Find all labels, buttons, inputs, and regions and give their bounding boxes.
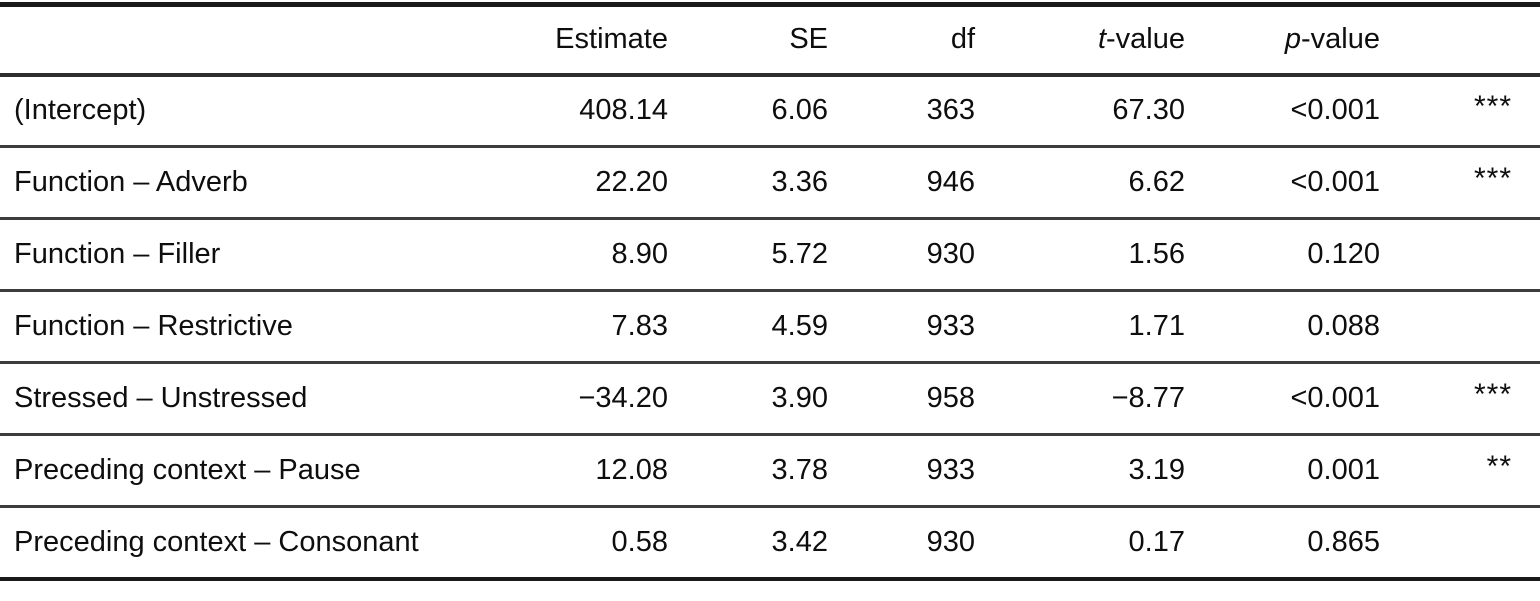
- df-cell: 363: [926, 94, 975, 127]
- se-cell: 6.06: [771, 94, 828, 127]
- term-cell: (Intercept): [14, 94, 147, 127]
- table-row-intercept: (Intercept) 408.14 6.06 363 67.30 <0.001…: [0, 75, 1540, 147]
- table-row-function-adverb: Function – Adverb 22.20 3.36 946 6.62 <0…: [0, 147, 1540, 219]
- significance-cell: **: [1405, 435, 1540, 507]
- se-cell: 3.42: [771, 525, 828, 558]
- estimate-cell: 408.14: [579, 94, 668, 127]
- col-header-estimate: Estimate: [555, 23, 668, 56]
- p-value-cell: <0.001: [1290, 94, 1380, 127]
- se-cell: 5.72: [771, 238, 828, 270]
- significance-stars: ***: [1473, 89, 1512, 123]
- col-header-term: [0, 5, 420, 75]
- col-header-df: df: [950, 23, 975, 56]
- df-cell: 930: [926, 238, 975, 270]
- significance-cell: [1405, 507, 1540, 579]
- df-cell: 933: [926, 454, 975, 486]
- significance-cell: ***: [1405, 75, 1540, 147]
- t-value-cell: 67.30: [1112, 94, 1185, 127]
- df-cell: 930: [926, 525, 975, 558]
- col-header-p-value: p-value: [1284, 23, 1380, 56]
- significance-stars: **: [1486, 449, 1512, 483]
- p-value-cell: 0.865: [1307, 525, 1380, 558]
- t-value-cell: 3.19: [1128, 454, 1185, 486]
- estimate-cell: 7.83: [611, 310, 668, 342]
- estimate-cell: −34.20: [578, 382, 668, 414]
- t-value-cell: 0.17: [1128, 525, 1185, 558]
- df-cell: 958: [926, 382, 975, 414]
- table-row-preceding-consonant: Preceding context – Consonant 0.58 3.42 …: [0, 507, 1540, 579]
- estimate-cell: 22.20: [595, 166, 668, 198]
- table-row-stressed-unstressed: Stressed – Unstressed −34.20 3.90 958 −8…: [0, 363, 1540, 435]
- table-row-preceding-pause: Preceding context – Pause 12.08 3.78 933…: [0, 435, 1540, 507]
- col-header-t-value: t-value: [1097, 23, 1185, 56]
- significance-cell: [1405, 291, 1540, 363]
- term-cell: Function – Filler: [14, 238, 221, 270]
- t-value-cell: 1.56: [1128, 238, 1185, 270]
- t-value-cell: 6.62: [1128, 166, 1185, 198]
- col-header-se: SE: [789, 23, 828, 56]
- t-value-cell: −8.77: [1111, 382, 1185, 414]
- significance-stars: ***: [1473, 161, 1512, 195]
- term-cell: Stressed – Unstressed: [14, 382, 308, 414]
- se-cell: 3.36: [771, 166, 828, 198]
- term-cell: Function – Adverb: [14, 166, 248, 198]
- significance-cell: ***: [1405, 363, 1540, 435]
- p-value-cell: <0.001: [1290, 166, 1380, 198]
- regression-results-table: Estimate SE df t-value p-value (Intercep…: [0, 2, 1540, 581]
- col-header-significance: [1405, 5, 1540, 75]
- t-value-cell: 1.71: [1128, 310, 1185, 342]
- significance-cell: ***: [1405, 147, 1540, 219]
- term-cell: Preceding context – Consonant: [14, 525, 419, 558]
- se-cell: 3.78: [771, 454, 828, 486]
- se-cell: 3.90: [771, 382, 828, 414]
- term-cell: Preceding context – Pause: [14, 454, 361, 486]
- table-row-function-restrictive: Function – Restrictive 7.83 4.59 933 1.7…: [0, 291, 1540, 363]
- significance-cell: [1405, 219, 1540, 291]
- df-cell: 946: [926, 166, 975, 198]
- header-row: Estimate SE df t-value p-value: [0, 5, 1540, 75]
- table-row-function-filler: Function – Filler 8.90 5.72 930 1.56 0.1…: [0, 219, 1540, 291]
- se-cell: 4.59: [771, 310, 828, 342]
- p-value-cell: 0.120: [1307, 238, 1380, 270]
- term-cell: Function – Restrictive: [14, 310, 293, 342]
- df-cell: 933: [926, 310, 975, 342]
- p-value-cell: 0.001: [1307, 454, 1380, 486]
- p-value-cell: 0.088: [1307, 310, 1380, 342]
- significance-stars: ***: [1473, 377, 1512, 411]
- estimate-cell: 12.08: [595, 454, 668, 486]
- estimate-cell: 8.90: [611, 238, 668, 270]
- p-value-cell: <0.001: [1290, 382, 1380, 414]
- estimate-cell: 0.58: [611, 525, 668, 558]
